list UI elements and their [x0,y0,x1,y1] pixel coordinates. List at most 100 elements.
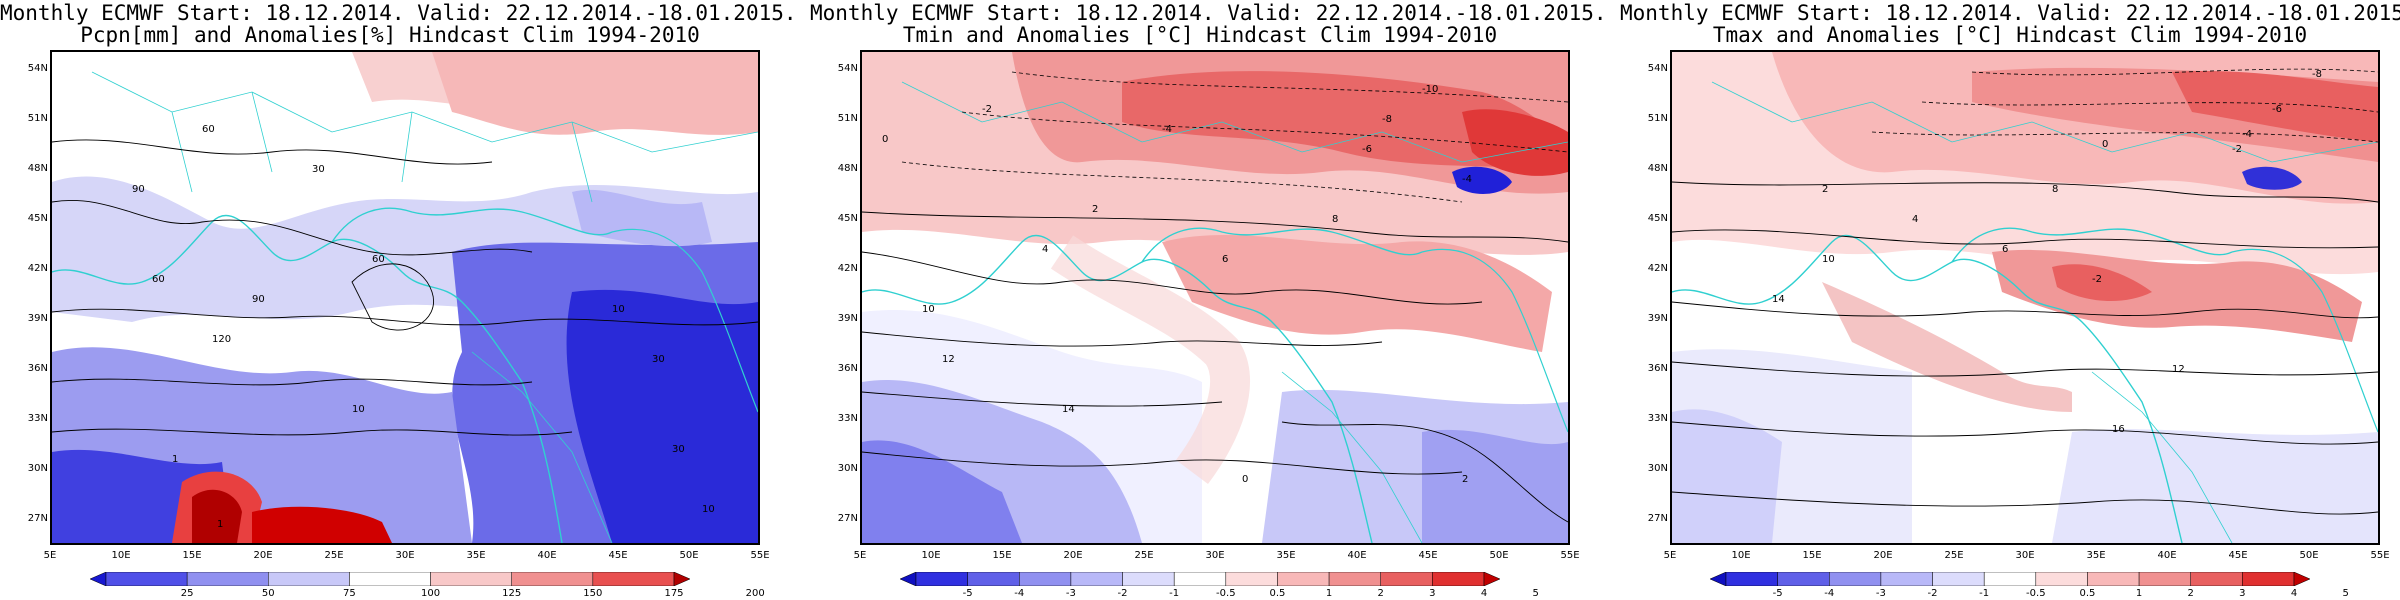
colorbar-tick-label: -1 [1979,588,1990,599]
contour-label: 30 [652,354,665,365]
lon-tick: 30E [395,550,415,561]
lat-tick: 54N [837,63,858,74]
colorbar-tick-label: 3 [2239,588,2246,599]
lon-tick: 50E [679,550,699,561]
contour-label: 2 [1822,184,1828,195]
colorbar-segment [1380,572,1433,586]
panel-title-line1: Monthly ECMWF Start: 18.12.2014. Valid: … [1620,1,2400,25]
contour-label: -2 [2232,144,2242,155]
contour-label: -4 [1162,124,1172,135]
colorbar-segment [2087,572,2140,586]
contour-label: -6 [2272,104,2282,115]
colorbar-segment [1432,572,1485,586]
colorbar-tick-label: -5 [1772,588,1783,599]
lon-tick: 20E [253,550,273,561]
contour-label: 90 [252,294,265,305]
lat-tick: 54N [27,63,48,74]
colorbar-tmax [1710,572,2310,586]
colorbar-segment [592,572,675,586]
lat-tick: 39N [1647,313,1668,324]
contour-label: 0 [882,134,888,145]
lon-tick: 55E [750,550,770,561]
colorbar-tick-label: -3 [1875,588,1886,599]
lon-tick: 25E [324,550,344,561]
lat-tick: 30N [27,463,48,474]
lat-tick: 30N [837,463,858,474]
contour-label: 1 [217,519,223,530]
colorbar-segment [105,572,188,586]
contour-label: 30 [312,164,325,175]
colorbar-segment [511,572,594,586]
lat-tick: 42N [1647,263,1668,274]
colorbar-segment [1983,572,2037,586]
colorbar-segment [2242,572,2295,586]
colorbar-tick-label: -3 [1065,588,1076,599]
contour-label: 10 [922,304,935,315]
contour-label: 1 [172,454,178,465]
panel-title-line2: Pcpn[mm] and Anomalies[%] Hindcast Clim … [80,23,700,47]
colorbar-tick-label: 75 [343,588,356,599]
contour-label: 10 [612,304,625,315]
colorbar-segment [1483,572,1500,586]
colorbar-segment [1173,572,1227,586]
lat-tick: 39N [27,313,48,324]
lon-tick: 20E [1063,550,1083,561]
colorbar-segment [1019,572,1072,586]
colorbar-segment [90,572,107,586]
contour-label: 0 [1242,474,1248,485]
map-tmin[interactable]: -10 -8 -6 -4 -2 0 2 4 6 8 10 12 14 -4 0 … [860,50,1570,545]
colorbar-tick-label: -2 [1927,588,1938,599]
contour-label: 8 [2052,184,2058,195]
colorbar-tick-label: 2 [1377,588,1384,599]
colorbar-tick-label: 175 [664,588,684,599]
contour-label: 8 [1332,214,1338,225]
contour-label: 120 [212,334,231,345]
colorbar-segment [186,572,269,586]
lat-tick: 51N [837,113,858,124]
lon-tick: 45E [1418,550,1438,561]
colorbar-tick-label: 1 [1325,588,1333,599]
contour-label: 12 [2172,364,2185,375]
colorbar-tick-label: -2 [1117,588,1128,599]
lat-tick: 51N [1647,113,1668,124]
contour-label: -2 [2092,274,2102,285]
colorbar-segment [1725,572,1778,586]
lon-tick: 5E [43,550,57,561]
contour-label: -10 [1422,84,1438,95]
lon-tick: 40E [2157,550,2177,561]
colorbar-tick-label: 125 [502,588,522,599]
contour-label: 2 [1462,474,1468,485]
lon-tick: 50E [1489,550,1509,561]
lat-tick: 27N [1647,513,1668,524]
lon-tick: 35E [466,550,486,561]
contour-label: 14 [1062,404,1075,415]
lat-tick: 30N [1647,463,1668,474]
map-precipitation[interactable]: 60 90 30 60 90 120 60 10 30 1 10 30 10 1 [50,50,760,545]
lat-tick: 45N [1647,213,1668,224]
lon-tick: 10E [921,550,941,561]
contour-label: 0 [2102,139,2108,150]
colorbar-tick-label: 2 [2187,588,2194,599]
colorbar-segment [2035,572,2088,586]
lon-tick: 35E [2086,550,2106,561]
lat-tick: 45N [27,213,48,224]
lon-tick: 15E [182,550,202,561]
contour-label: 16 [2112,424,2125,435]
contour-label: 10 [702,504,715,515]
colorbar-tick-label: 0.5 [1269,588,1286,599]
lon-tick: 5E [853,550,867,561]
colorbar-tmin [900,572,1500,586]
lat-tick: 27N [837,513,858,524]
colorbar-segment [349,572,431,586]
tmin-map-graphic: -10 -8 -6 -4 -2 0 2 4 6 8 10 12 14 -4 0 … [862,52,1568,543]
contour-label: 10 [1822,254,1835,265]
colorbar-segment [1880,572,1933,586]
map-tmax[interactable]: -8 -6 -4 -2 0 2 4 6 8 10 12 14 16 -2 [1670,50,2380,545]
lon-tick: 10E [1731,550,1751,561]
colorbar-tick-label: 4 [1480,588,1488,599]
lat-tick: 51N [27,113,48,124]
panel-precipitation: Monthly ECMWF Start: 18.12.2014. Valid: … [0,0,797,600]
lat-tick: 36N [27,363,48,374]
lon-tick: 40E [537,550,557,561]
colorbar-tick-label: 5 [2342,588,2349,599]
